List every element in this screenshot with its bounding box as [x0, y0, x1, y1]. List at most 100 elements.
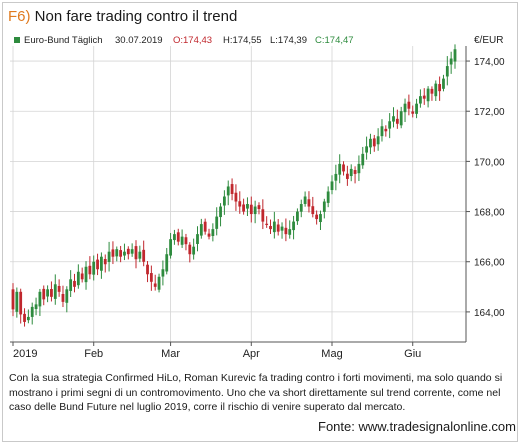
candle-body — [76, 271, 80, 286]
candle-body — [330, 181, 334, 191]
candle-body — [419, 96, 422, 104]
candle-body — [257, 205, 261, 210]
candle-body — [299, 204, 303, 212]
candle-body — [65, 289, 69, 303]
candle-body — [403, 103, 407, 113]
candle-body — [146, 264, 149, 275]
candle-body — [238, 201, 242, 207]
gridlines — [10, 46, 466, 342]
title-text: Non fare trading contro il trend — [34, 8, 238, 25]
candle-body — [392, 116, 395, 122]
candle-body — [357, 163, 361, 174]
candle-body — [369, 138, 372, 148]
source-credit: Fonte: www.tradesignalonline.com — [318, 419, 516, 434]
candle-body — [199, 224, 203, 236]
candle-body — [23, 313, 26, 322]
candle-body — [192, 246, 196, 255]
candle-body — [338, 163, 342, 175]
candle-body — [46, 289, 49, 297]
candle-body — [253, 206, 257, 215]
candle-body — [203, 221, 207, 232]
candle-body — [73, 280, 76, 287]
candle-body — [422, 95, 426, 99]
candle-body — [246, 204, 249, 209]
candle-body — [107, 251, 111, 262]
candle-body — [196, 234, 199, 244]
candle-body — [80, 273, 84, 280]
candle-body — [222, 196, 226, 206]
candle-body — [138, 251, 142, 259]
candle-body — [57, 285, 61, 292]
candle-body — [96, 259, 99, 270]
candle-body — [292, 221, 295, 231]
candle-body — [38, 291, 42, 307]
candle-body — [53, 284, 57, 299]
x-tick-label: 2019 — [13, 348, 37, 360]
x-tick-label: Mag — [321, 348, 342, 360]
candle-body — [442, 78, 445, 89]
candle-body — [288, 229, 292, 235]
legend-low: L:174,39 — [270, 35, 307, 46]
candle-body — [322, 201, 326, 212]
candle-body — [92, 261, 96, 275]
candle-body — [438, 84, 442, 92]
candle-body — [130, 249, 134, 254]
candle-body — [111, 249, 115, 257]
candle-body — [280, 226, 284, 231]
candle-body — [276, 224, 280, 232]
candle-body — [215, 216, 219, 229]
candle-body — [100, 256, 103, 271]
candle-body — [119, 250, 123, 257]
legend-close: C:174,47 — [315, 35, 354, 46]
legend-high: H:174,55 — [223, 35, 262, 46]
candle-body — [296, 211, 299, 222]
candle-body — [84, 266, 88, 283]
candle-body — [315, 214, 319, 220]
candle-body — [173, 234, 176, 241]
candle-body — [365, 146, 368, 153]
y-tick-label: 168,00 — [474, 208, 505, 219]
candle-body — [207, 233, 211, 237]
candle-body — [265, 223, 269, 225]
candle-body — [415, 103, 418, 114]
candle-body — [115, 249, 119, 257]
y-tick-label: 174,00 — [474, 57, 505, 68]
candle-body — [395, 118, 399, 124]
x-tick-label: Giu — [404, 348, 421, 360]
y-tick-label: 170,00 — [474, 157, 505, 168]
candle-body — [88, 265, 92, 275]
x-tick-label: Mar — [161, 348, 180, 360]
candle-body — [353, 170, 357, 174]
candle-body — [445, 66, 449, 77]
candle-body — [372, 138, 376, 147]
candle-body — [26, 316, 30, 321]
candle-body — [19, 291, 23, 315]
legend-swatch — [14, 37, 20, 43]
candle-body — [261, 209, 265, 222]
candle-body — [334, 173, 338, 181]
candle-body — [361, 153, 365, 166]
candle-body — [230, 184, 234, 194]
candle-body — [426, 88, 430, 102]
candle-body — [50, 289, 53, 297]
candle-body — [311, 206, 315, 215]
candle-body — [180, 236, 184, 245]
x-tick-label: Feb — [84, 348, 103, 360]
candle-body — [430, 88, 434, 94]
candle-body — [153, 283, 157, 287]
candle-body — [319, 214, 322, 223]
y-tick-label: 164,00 — [474, 308, 505, 319]
candle-body — [126, 248, 130, 255]
candle-body — [69, 279, 73, 291]
candle-body — [30, 306, 34, 317]
candle-body — [376, 136, 380, 145]
chart-title: F6) Non fare trading contro il trend — [8, 8, 237, 25]
candle-body — [134, 246, 138, 260]
candle-body — [142, 249, 146, 262]
candle-body — [249, 204, 253, 215]
candle-body — [161, 269, 165, 277]
candle-body — [184, 237, 188, 245]
chart-panel — [2, 2, 518, 442]
candles — [11, 44, 457, 327]
candle-body — [411, 111, 415, 114]
